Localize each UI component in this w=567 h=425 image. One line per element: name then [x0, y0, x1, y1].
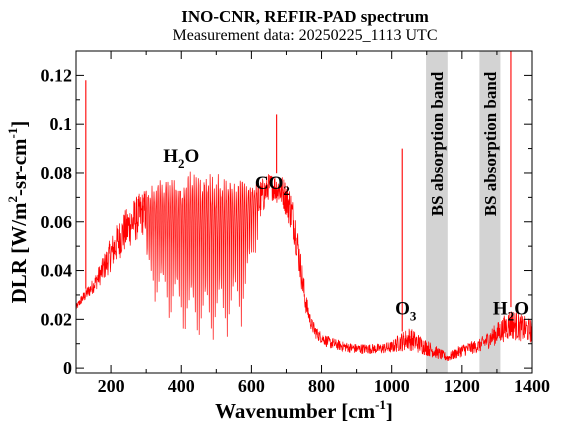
x-axis-label: Wavenumber [cm-1]	[215, 397, 393, 423]
y-tick-label-3: 0.06	[41, 212, 73, 232]
spectrum-series	[76, 51, 532, 361]
spectrum-line	[76, 171, 532, 361]
y-tick-label-2: 0.04	[41, 261, 73, 281]
annotation-4: H2O	[493, 298, 529, 323]
y-tick-label-1: 0.02	[41, 309, 73, 329]
annotation-1: H2O	[163, 146, 199, 171]
annotation-4-base: H	[493, 298, 508, 319]
y-tick-label-4: 0.08	[41, 163, 73, 183]
y-tick-label-6: 0.12	[41, 65, 73, 85]
annotation-4-subscript: 2	[508, 308, 515, 323]
plot-frame	[75, 50, 533, 374]
y-axis-label: DLR [W/m2-sr-cm-1]	[5, 121, 31, 304]
x-tick-label-600: 600	[238, 376, 265, 396]
y-tick-label-0: 0	[63, 358, 72, 378]
chart-subtitle: Measurement data: 20250225_1113 UTC	[173, 27, 438, 44]
annotation-2: CO2	[255, 173, 290, 198]
x-tick-label-1400: 1400	[514, 376, 550, 396]
annotation-1-rest: O	[184, 146, 199, 167]
y-ticks: 0 0.02 0.04 0.06 0.08 0.1 0.12	[41, 65, 532, 378]
y-axis-label-close: ]	[7, 121, 31, 128]
y-axis-label-sup1: 2	[5, 196, 20, 203]
band-labels: BS absorption band BS absorption band	[428, 71, 500, 216]
x-axis-label-sup: -1	[375, 397, 386, 412]
annotation-1-subscript: 2	[178, 156, 185, 171]
shaded-band-2	[479, 51, 501, 373]
annotation-3-subscript: 3	[410, 308, 417, 323]
annotation-1-base: H	[163, 146, 178, 167]
annotation-2-base: CO	[255, 173, 284, 194]
y-axis-label-sup2: -1	[5, 128, 20, 139]
y-tick-label-5: 0.1	[50, 114, 73, 134]
x-ticks: 200 400 600 800 1000 1200 1400	[75, 51, 550, 396]
x-tick-label-400: 400	[168, 376, 195, 396]
annotation-4-rest: O	[514, 298, 529, 319]
band-label-2: BS absorption band	[481, 71, 500, 216]
annotation-2-subscript: 2	[283, 183, 290, 198]
band-label-1: BS absorption band	[428, 71, 447, 216]
chart-title: INO-CNR, REFIR-PAD spectrum	[181, 7, 429, 26]
shaded-band-1	[426, 51, 448, 373]
x-tick-label-800: 800	[308, 376, 335, 396]
x-axis-label-main: Wavenumber [cm	[215, 399, 376, 423]
x-tick-label-1000: 1000	[374, 376, 410, 396]
shaded-bands	[426, 51, 501, 373]
annotation-3-base: O	[395, 298, 410, 319]
annotation-3: O3	[395, 298, 417, 323]
x-axis-label-close: ]	[386, 399, 393, 423]
y-axis-label-p2: -sr-cm	[7, 138, 31, 196]
x-tick-label-200: 200	[98, 376, 125, 396]
y-axis-label-p1: DLR [W/m	[7, 202, 31, 303]
x-tick-label-1200: 1200	[444, 376, 480, 396]
